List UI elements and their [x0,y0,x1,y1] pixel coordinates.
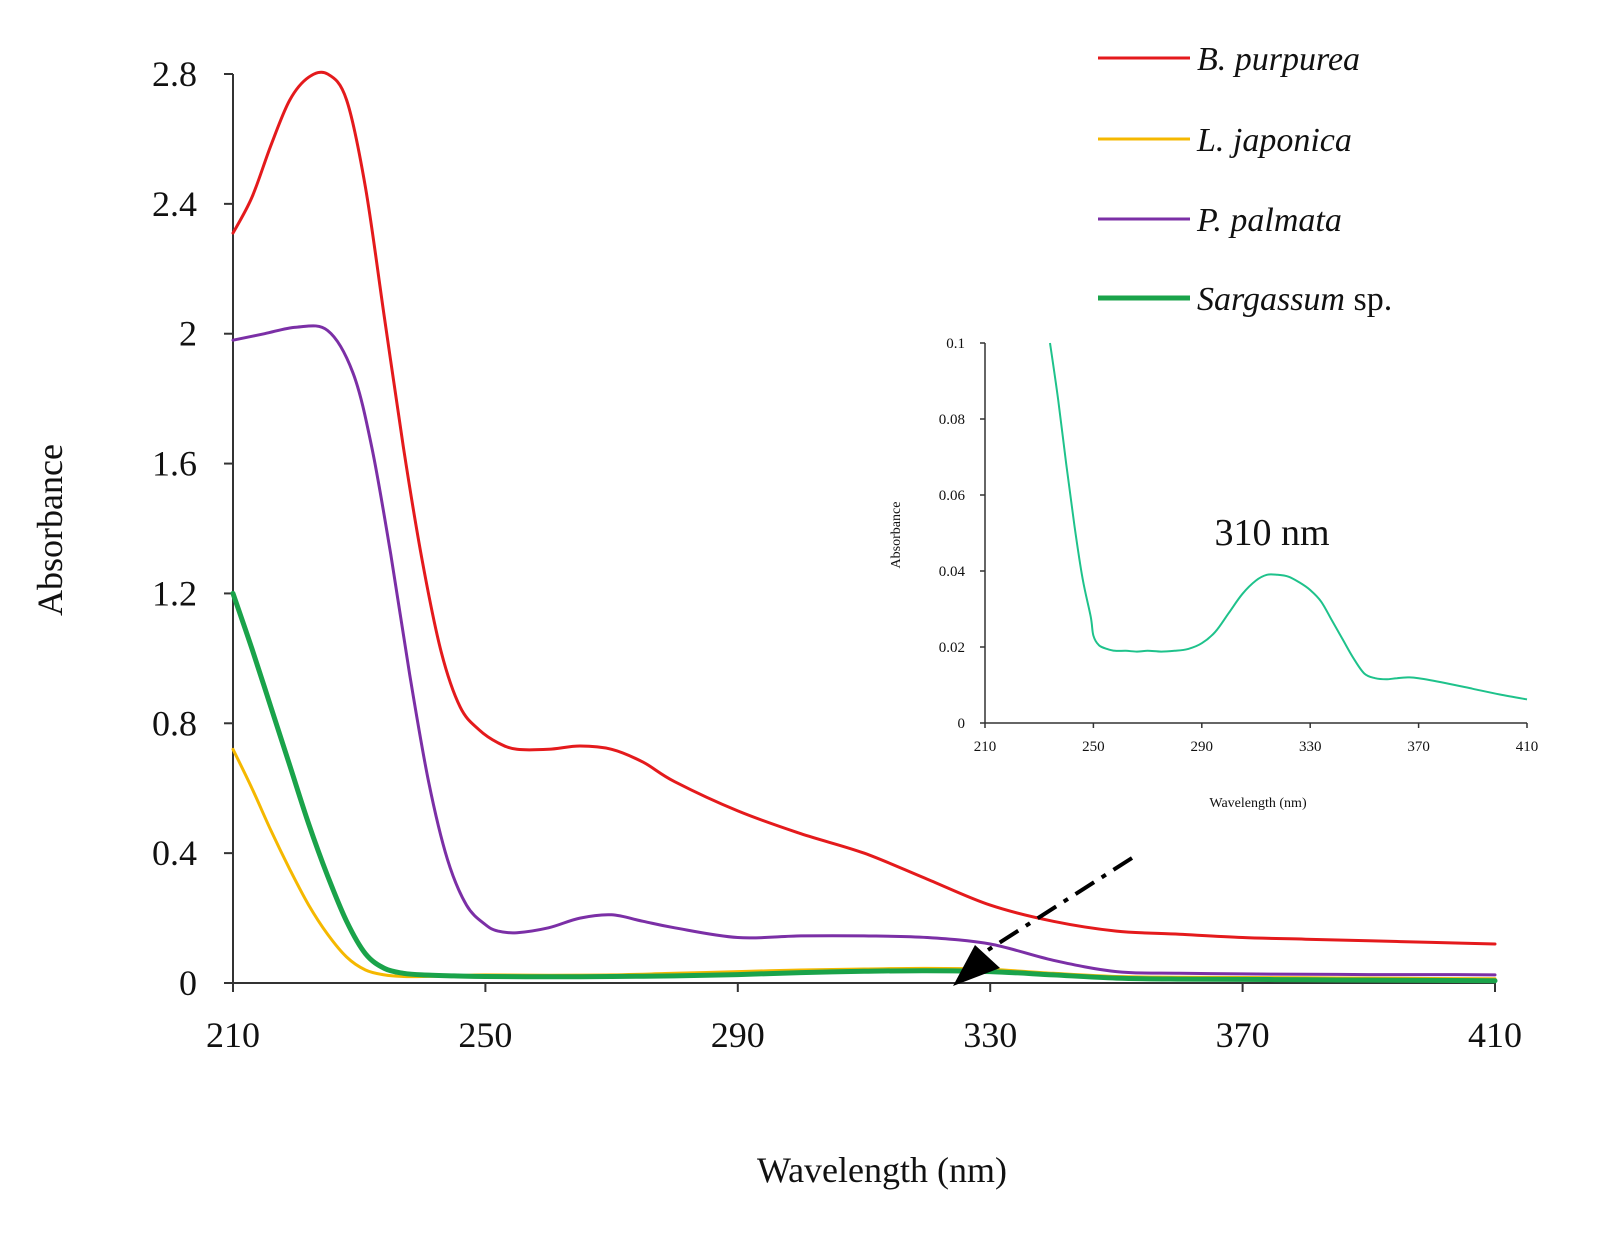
legend-label-italic: Sargassum [1197,281,1345,318]
inset-x-tick-label: 290 [1191,739,1214,755]
legend-label: P. palmata [1196,202,1342,239]
inset-y-tick-label: 0.04 [939,564,966,580]
inset-y-tick-label: 0.02 [939,640,965,656]
inset-plot: 0 0.02 0.04 0.06 0.08 0.1 210 250 290 330 370 410 Wa… [889,336,1538,811]
main-plot: 0 0.4 0.8 1.2 1.6 2 2.4 2.8 210 250 290 330 370 410 Wa… [30,54,1522,1190]
inset-x-tick-label: 250 [1082,739,1105,755]
legend-label-italic: B. purpurea [1197,41,1360,78]
inset-series-line [1049,342,1528,701]
x-tick-label: 210 [206,1015,260,1055]
x-tick-label: 330 [963,1015,1017,1055]
y-tick-label: 1.6 [152,444,197,484]
y-tick-label: 1.2 [152,573,197,613]
legend-label: B. purpurea [1197,41,1360,78]
inset-y-axis-title: Absorbance [889,502,904,569]
peak-annotation: 310 nm [1214,512,1329,554]
arrow-head [953,945,1000,986]
legend-label-italic: L. japonica [1196,122,1352,159]
legend-label-italic: P. palmata [1196,202,1342,239]
pointer-arrow [953,856,1134,986]
y-tick-label: 0.4 [152,833,197,873]
inset-x-axis-title: Wavelength (nm) [1209,796,1307,811]
y-tick-label: 2.4 [152,184,197,224]
inset-x-tick-label: 370 [1407,739,1430,755]
x-tick-label: 290 [711,1015,765,1055]
arrow-shaft [986,856,1134,952]
inset-x-tick-label: 330 [1299,739,1322,755]
inset-x-tick-label: 410 [1516,739,1539,755]
x-tick-label: 250 [458,1015,512,1055]
inset-y-tick-label: 0.06 [939,488,966,504]
y-tick-label: 0 [179,963,197,1003]
x-tick-label: 410 [1468,1015,1522,1055]
x-axis-title: Wavelength (nm) [757,1150,1007,1190]
y-tick-label: 0.8 [152,703,197,743]
x-tick-label: 370 [1216,1015,1270,1055]
series-line-3 [231,324,1497,977]
series-line-2 [231,747,1497,981]
y-axis-title: Absorbance [30,444,70,616]
inset-y-tick-label: 0.1 [946,336,965,352]
series-line-4 [230,590,1498,984]
inset-y-tick-label: 0 [958,716,966,732]
inset-y-tick-label: 0.08 [939,412,965,428]
y-tick-label: 2.8 [152,54,197,94]
legend: B. purpurea L. japonica P. palmata Sargassu… [1098,41,1392,318]
legend-label-suffix: sp. [1345,281,1392,318]
legend-label: Sargassum sp. [1197,281,1392,318]
inset-x-tick-label: 210 [974,739,997,755]
legend-label: L. japonica [1196,122,1352,159]
series-line-1 [231,70,1497,946]
y-tick-label: 2 [179,314,197,354]
